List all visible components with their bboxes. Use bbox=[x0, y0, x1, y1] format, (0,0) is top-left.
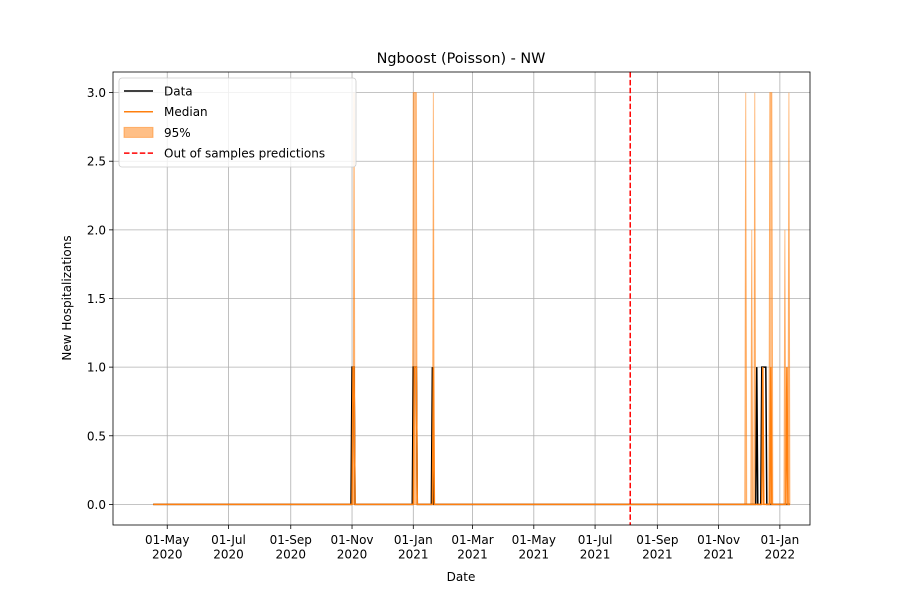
x-tick-label-line: 01-Jan bbox=[760, 533, 799, 547]
x-tick-label: 01-May 2020 bbox=[145, 533, 189, 562]
x-tick-label: 01-Mar 2021 bbox=[451, 533, 493, 562]
y-tick-label: 0.5 bbox=[87, 429, 106, 443]
x-axis-label: Date bbox=[447, 570, 476, 584]
y-tick-label: 1.5 bbox=[87, 292, 106, 306]
x-tick-label-line: 01-Jul bbox=[578, 533, 613, 547]
y-tick-label: 2.0 bbox=[87, 223, 106, 237]
legend-label: Median bbox=[164, 105, 208, 119]
y-axis: 0.0 0.5 1.0 1.5 2.0 2.5 3.0 bbox=[87, 86, 113, 512]
x-tick-label-line: 2020 bbox=[152, 548, 183, 562]
legend-swatch bbox=[123, 126, 154, 138]
x-tick-label: 01-Sep 2020 bbox=[270, 533, 312, 562]
chart-title: Ngboost (Poisson) - NW bbox=[377, 51, 546, 67]
x-tick-label-line: 01-May bbox=[145, 533, 189, 547]
y-tick-label: 3.0 bbox=[87, 86, 106, 100]
x-tick-label-line: 01-Sep bbox=[636, 533, 678, 547]
legend: Data Median 95% Out of samples predictions bbox=[118, 77, 357, 168]
x-tick-label-line: 2021 bbox=[642, 548, 673, 562]
band-95 bbox=[153, 92, 791, 505]
x-tick-label: 01-Nov 2021 bbox=[697, 533, 740, 562]
x-tick-label: 01-May 2021 bbox=[512, 533, 556, 562]
x-tick-label: 01-Jul 2021 bbox=[578, 533, 613, 562]
y-tick-label: 2.5 bbox=[87, 155, 106, 169]
x-tick-label: 01-Sep 2021 bbox=[636, 533, 678, 562]
x-tick-label-line: 01-May bbox=[512, 533, 556, 547]
x-tick-label-line: 01-Jan bbox=[394, 533, 433, 547]
y-tick-label: 1.0 bbox=[87, 361, 106, 375]
x-tick-label: 01-Jul 2020 bbox=[211, 533, 246, 562]
x-tick-label: 01-Nov 2020 bbox=[331, 533, 374, 562]
series-median bbox=[153, 366, 790, 506]
x-tick-label-line: 2022 bbox=[765, 548, 796, 562]
x-tick-label-line: 01-Jul bbox=[211, 533, 246, 547]
y-axis-label: New Hospitalizations bbox=[60, 235, 74, 360]
x-tick-label: 01-Jan 2021 bbox=[394, 533, 433, 562]
x-tick-label-line: 01-Nov bbox=[331, 533, 374, 547]
legend-label: Data bbox=[164, 85, 193, 99]
x-tick-label-line: 01-Mar bbox=[451, 533, 493, 547]
x-tick-label-line: 2020 bbox=[275, 548, 306, 562]
x-tick-label: 01-Jan 2022 bbox=[760, 533, 799, 562]
x-tick-label-line: 2020 bbox=[213, 548, 244, 562]
x-tick-label-line: 2021 bbox=[398, 548, 429, 562]
legend-box bbox=[118, 77, 357, 168]
series-layer bbox=[153, 366, 790, 506]
x-tick-label-line: 2021 bbox=[519, 548, 550, 562]
legend-label: Out of samples predictions bbox=[164, 147, 325, 161]
y-tick-label: 0.0 bbox=[87, 498, 106, 512]
x-tick-label-line: 2020 bbox=[337, 548, 368, 562]
x-tick-label-line: 01-Nov bbox=[697, 533, 740, 547]
x-tick-label-line: 2021 bbox=[703, 548, 734, 562]
x-tick-label-line: 01-Sep bbox=[270, 533, 312, 547]
x-tick-label-line: 2021 bbox=[457, 548, 488, 562]
legend-label: 95% bbox=[164, 126, 191, 140]
band-layer bbox=[153, 92, 791, 505]
x-tick-label-line: 2021 bbox=[580, 548, 611, 562]
